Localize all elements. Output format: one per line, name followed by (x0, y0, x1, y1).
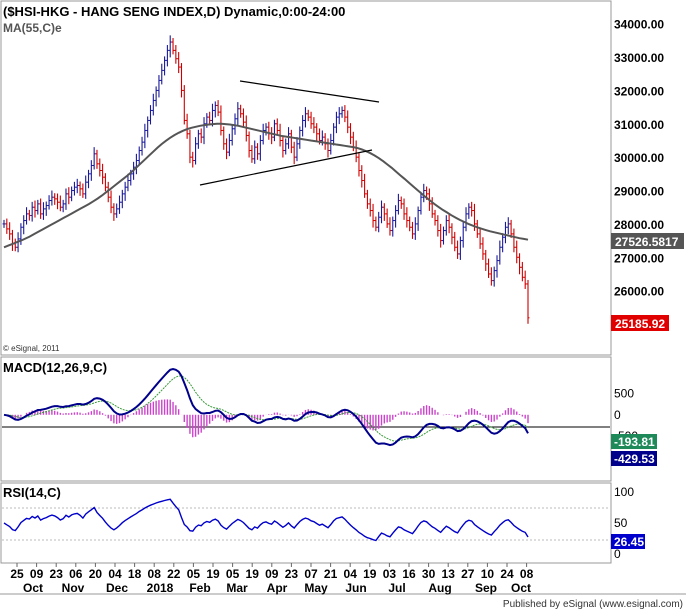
x-day-label: 27 (461, 567, 475, 581)
x-day-label: 06 (69, 567, 83, 581)
x-day-label: 23 (285, 567, 299, 581)
x-day-label: 20 (89, 567, 103, 581)
x-month-label: Sep (475, 581, 497, 595)
last-price-box (611, 315, 669, 331)
price-tick-label: 33000.00 (614, 51, 664, 65)
x-day-label: 03 (383, 567, 397, 581)
price-tick-label: 32000.00 (614, 84, 664, 98)
price-axis: 34000.00 33000.00 32000.00 31000.00 30000.00… (614, 18, 664, 332)
x-day-label: 25 (10, 567, 24, 581)
x-month-label: Oct (511, 581, 531, 595)
publisher-credit: Published by eSignal (www.esignal.com) (503, 599, 683, 610)
x-axis-months: Oct Nov Dec 2018 Feb Mar Apr May Jun Jul Aug Sep Oct (23, 581, 531, 595)
x-month-label: Mar (226, 581, 248, 595)
macd-tick-label: 0 (614, 408, 621, 422)
price-tick-label: 28000.00 (614, 218, 664, 232)
x-day-label: 21 (324, 567, 338, 581)
macd-histogram (6, 399, 529, 438)
macd-tick-label: 500 (614, 387, 634, 401)
x-month-label: Jul (388, 581, 405, 595)
x-day-label: 09 (265, 567, 279, 581)
price-tick-label: 26000.00 (614, 285, 664, 299)
last-price-label: 25185.92 (615, 317, 665, 331)
rsi-tick-label: 0 (614, 547, 621, 561)
x-day-label: 05 (187, 567, 201, 581)
rsi-line (3, 498, 529, 542)
rsi-tick-label: 100 (614, 485, 634, 499)
macd-value-box (611, 451, 657, 466)
x-day-label: 09 (30, 567, 44, 581)
triangle-upper-line (239, 80, 380, 103)
price-tick-label: 29000.00 (614, 185, 664, 199)
x-day-label: 08 (520, 567, 534, 581)
triangle-lower-line (199, 149, 373, 186)
signal-value-label: -193.81 (614, 435, 655, 449)
ma-label: MA(55,C)e (3, 21, 62, 35)
chart-title: ($HSI-HKG - HANG SENG INDEX,D) Dynamic,0… (3, 4, 345, 19)
x-month-label: Dec (106, 581, 128, 595)
rsi-value-label: 26.45 (614, 535, 644, 549)
rsi-label: RSI(14,C) (3, 485, 61, 500)
x-month-label: Nov (62, 581, 85, 595)
x-day-label: 13 (442, 567, 456, 581)
rsi-axis: 100 50 0 (614, 485, 634, 561)
x-day-label: 07 (304, 567, 318, 581)
copyright-text: © eSignal, 2011 (3, 344, 60, 353)
x-day-label: 19 (206, 567, 220, 581)
x-day-label: 04 (344, 567, 358, 581)
price-tick-label: 31000.00 (614, 118, 664, 132)
rsi-tick-label: 50 (614, 516, 628, 530)
price-tick-label: 27000.00 (614, 251, 664, 265)
x-month-label: Feb (189, 581, 210, 595)
price-panel-frame (0, 0, 612, 356)
macd-panel-frame (0, 356, 612, 482)
x-day-label: 23 (50, 567, 64, 581)
x-day-label: 04 (108, 567, 122, 581)
x-day-label: 30 (422, 567, 436, 581)
macd-label: MACD(12,26,9,C) (3, 360, 107, 375)
x-day-label: 19 (246, 567, 260, 581)
x-month-label: Oct (23, 581, 43, 595)
x-month-label: Apr (267, 581, 288, 595)
price-bars (2, 35, 530, 324)
macd-value-label: -429.53 (614, 452, 655, 466)
x-day-label: 10 (481, 567, 495, 581)
x-month-label: May (304, 581, 328, 595)
ma-value-label: 27526.5817 (615, 235, 679, 249)
x-day-label: 08 (148, 567, 162, 581)
x-month-label: Aug (428, 581, 451, 595)
x-day-label: 22 (167, 567, 181, 581)
x-day-label: 19 (363, 567, 377, 581)
rsi-panel-frame (0, 482, 612, 564)
signal-value-box (611, 434, 657, 449)
x-day-label: 16 (402, 567, 416, 581)
x-month-label: 2018 (147, 581, 174, 595)
rsi-value-box (611, 534, 645, 549)
ma-line (3, 122, 529, 249)
x-day-label: 18 (128, 567, 142, 581)
x-day-label: 24 (500, 567, 514, 581)
macd-line (3, 367, 529, 447)
x-month-label: Jun (345, 581, 366, 595)
ma-value-box (611, 233, 684, 249)
price-tick-label: 30000.00 (614, 151, 664, 165)
x-axis-days: 25 09 23 06 20 04 18 08 22 05 19 05 19 09 23 07 21 04 19 03… (10, 563, 534, 581)
price-tick-label: 34000.00 (614, 18, 664, 32)
x-day-label: 05 (226, 567, 240, 581)
